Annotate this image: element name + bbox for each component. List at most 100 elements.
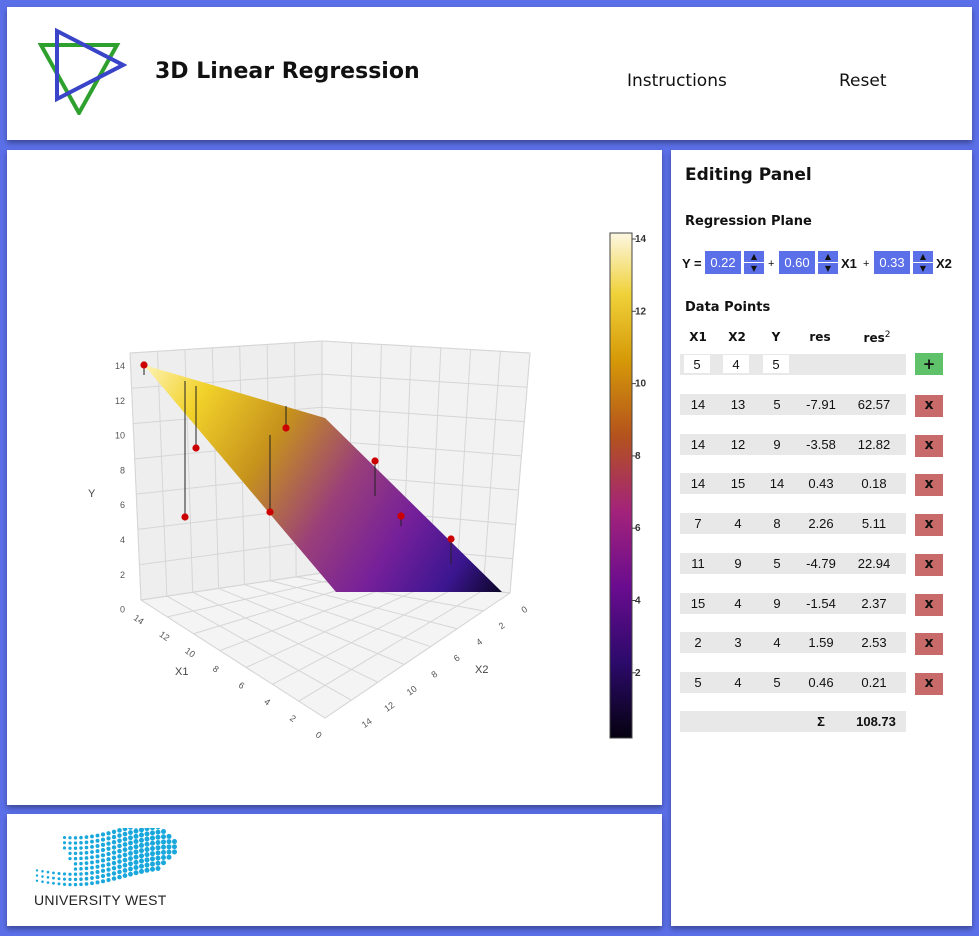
- cell-res: -3.58: [806, 437, 836, 452]
- logo-dot: [128, 845, 133, 851]
- delete-point-button[interactable]: x: [915, 633, 943, 655]
- delete-point-button[interactable]: x: [915, 474, 943, 496]
- x1-coef-up-icon[interactable]: ▲: [818, 251, 838, 263]
- delete-point-button[interactable]: x: [915, 514, 943, 536]
- logo-dot: [128, 866, 133, 872]
- cell-x2: 9: [734, 556, 742, 571]
- col-header-x2: X2: [728, 330, 746, 344]
- logo-dot: [139, 832, 144, 838]
- equation-x2-label: X2: [936, 256, 952, 271]
- add-point-button[interactable]: +: [915, 353, 943, 375]
- table-row: [680, 434, 906, 455]
- col-header-y: Y: [771, 330, 781, 344]
- colorbar-ticks: 14 12 10 8 6 4 2: [632, 234, 647, 679]
- intercept-stepper[interactable]: ▲ ▼: [744, 251, 764, 274]
- logo-dot: [68, 846, 72, 850]
- data-point[interactable]: [192, 444, 200, 452]
- x2-coefficient-input[interactable]: 0.33: [874, 251, 910, 274]
- logo-dot: [35, 879, 39, 882]
- regression-plane[interactable]: [144, 365, 502, 592]
- reset-link[interactable]: Reset: [839, 71, 887, 91]
- data-point[interactable]: [447, 535, 455, 543]
- grid-line: [298, 589, 484, 702]
- cell-res: 0.43: [808, 476, 834, 491]
- logo-dot: [52, 881, 55, 885]
- colorbar-tick-label: 6: [635, 523, 641, 534]
- logo-dot: [79, 877, 83, 881]
- logo-dot: [161, 844, 166, 850]
- logo-dot: [79, 872, 83, 876]
- new-x1-input[interactable]: [684, 355, 710, 373]
- new-y-input[interactable]: [763, 355, 789, 373]
- logo-dot: [106, 857, 111, 862]
- equation-plus-1: +: [768, 258, 775, 270]
- intercept-up-icon[interactable]: ▲: [744, 251, 764, 263]
- logo-dot: [155, 860, 161, 866]
- x1-coefficient-input[interactable]: 0.60: [779, 251, 815, 274]
- logo-dot: [144, 836, 150, 842]
- logo-dot: [128, 856, 133, 861]
- logo-dot: [122, 862, 128, 868]
- data-point[interactable]: [282, 424, 290, 432]
- delete-point-button[interactable]: x: [915, 435, 943, 457]
- data-point[interactable]: [266, 508, 274, 516]
- delete-point-button[interactable]: x: [915, 395, 943, 417]
- x1-tick-label: 12: [157, 629, 171, 643]
- delete-point-button[interactable]: x: [915, 594, 943, 616]
- intercept-input[interactable]: 0.22: [705, 251, 741, 274]
- x2-coef-down-icon[interactable]: ▼: [919, 264, 927, 273]
- logo-dot: [68, 836, 72, 840]
- logo-dot: [73, 862, 78, 866]
- x1-coefficient-stepper[interactable]: ▲ ▼: [818, 251, 838, 274]
- x1-tick-label: 8: [211, 664, 221, 675]
- table-row: [680, 672, 906, 693]
- cell-x2: 12: [730, 437, 746, 452]
- cell-x1: 14: [690, 476, 706, 491]
- y-tick-label: 12: [115, 396, 125, 406]
- logo-dot: [128, 861, 133, 867]
- logo-dot: [139, 848, 144, 854]
- university-logo-text: UNIVERSITY WEST: [34, 892, 167, 908]
- x2-coefficient-stepper[interactable]: ▲ ▼: [913, 251, 933, 274]
- colorbar-tick-label: 14: [635, 234, 647, 245]
- logo-dot: [111, 850, 117, 855]
- logo-dot: [46, 870, 50, 874]
- grid-line: [167, 575, 349, 618]
- logo-dot: [90, 865, 94, 870]
- logo-dot: [100, 879, 106, 884]
- intercept-down-icon[interactable]: ▼: [750, 264, 758, 273]
- x1-coef-down-icon[interactable]: ▼: [824, 264, 832, 273]
- logo-dot: [68, 877, 72, 882]
- logo-dot: [111, 860, 117, 866]
- logo-dot: [150, 861, 155, 867]
- cell-x1: 14: [690, 397, 706, 412]
- logo-dot: [122, 868, 128, 873]
- plot-panel[interactable]: 14 12 10 8 6 4 2 0 14 12 10 8 6 4 2 0 0 2 4 6 8 10 12 14 Y X1…: [7, 150, 662, 805]
- x2-coef-up-icon[interactable]: ▲: [913, 251, 933, 263]
- new-x2-input[interactable]: [723, 355, 749, 373]
- editing-panel: Editing Panel Regression Plane Y = 0.22 …: [671, 150, 972, 926]
- data-points[interactable]: [140, 361, 455, 543]
- regression-3d-plot[interactable]: 14 12 10 8 6 4 2 0 14 12 10 8 6 4 2 0 0 2 4 6 8 10 12 14 Y X1…: [7, 150, 662, 805]
- logo-dot: [117, 864, 122, 870]
- logo-dot: [90, 844, 94, 849]
- logo-dot: [79, 856, 83, 861]
- cell-x1: 2: [694, 635, 702, 650]
- delete-point-button[interactable]: x: [915, 673, 943, 695]
- data-point[interactable]: [140, 361, 148, 369]
- delete-point-button[interactable]: x: [915, 554, 943, 576]
- logo-dot: [150, 835, 155, 841]
- logo-dot: [139, 868, 144, 874]
- logo-dot: [73, 882, 78, 887]
- logo-dot: [150, 856, 155, 862]
- logo-dot: [133, 833, 139, 839]
- data-point[interactable]: [371, 457, 379, 465]
- logo-dot: [111, 829, 117, 835]
- cell-res2: 12.82: [857, 437, 891, 452]
- logo-dot: [139, 828, 144, 833]
- data-point[interactable]: [397, 512, 405, 520]
- data-point[interactable]: [181, 513, 189, 521]
- logo-dot: [133, 844, 139, 850]
- instructions-link[interactable]: Instructions: [627, 71, 727, 91]
- logo-dot: [117, 854, 122, 859]
